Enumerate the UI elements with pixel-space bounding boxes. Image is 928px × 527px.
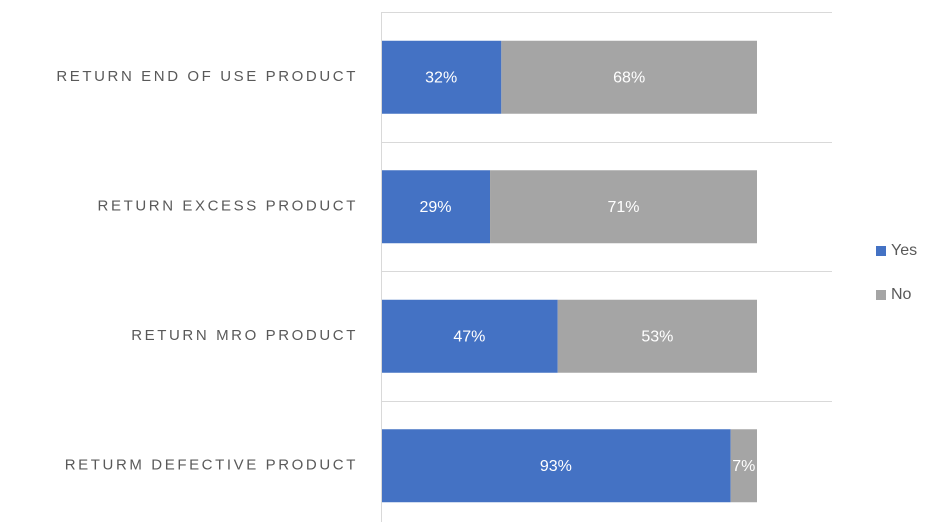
category-label: RETURN MRO PRODUCT — [131, 327, 358, 344]
legend-swatch — [876, 290, 886, 300]
data-label: 47% — [453, 328, 485, 345]
bar-segment — [381, 299, 558, 373]
bar-segment — [501, 40, 757, 114]
data-label: 53% — [641, 328, 673, 345]
legend-label: No — [891, 286, 912, 303]
legend-label: Yes — [891, 242, 917, 259]
category-label: RETURN END OF USE PRODUCT — [56, 68, 358, 85]
category-label: RETURM DEFECTIVE PRODUCT — [65, 457, 358, 474]
bar-segment — [381, 40, 502, 114]
bar-segment — [557, 299, 757, 373]
category-label: RETURN EXCESS PRODUCT — [98, 198, 358, 215]
data-label: 32% — [425, 69, 457, 86]
bar-segment — [490, 170, 757, 244]
separators — [381, 12, 832, 402]
data-label: 29% — [420, 199, 452, 216]
data-label: 7% — [732, 458, 755, 475]
data-label: 93% — [540, 458, 572, 475]
bar-segment — [730, 429, 757, 503]
data-label: 68% — [613, 69, 645, 86]
bar-segment — [381, 429, 731, 503]
bar-segment — [381, 170, 491, 244]
legend-swatch — [876, 246, 886, 256]
data-label: 71% — [608, 199, 640, 216]
